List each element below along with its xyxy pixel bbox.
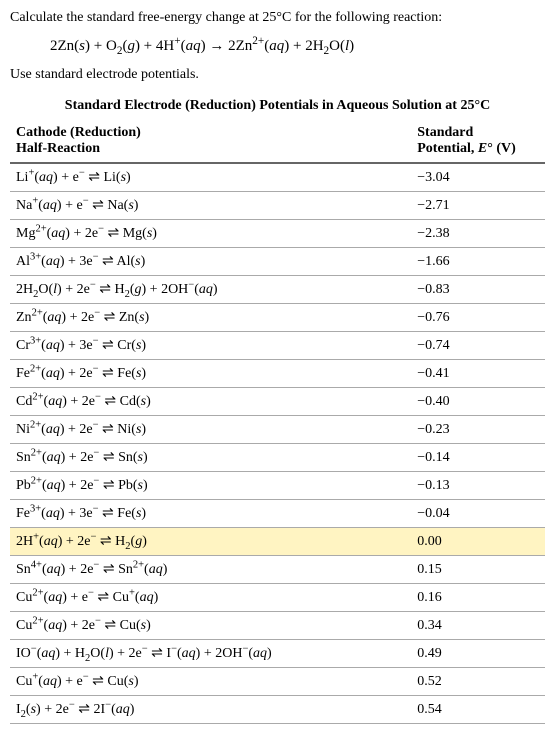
potential-cell: −0.83	[411, 276, 545, 304]
reaction-cell: Cu+(aq) + e− ⇌ Cu(s)	[10, 668, 411, 696]
potential-cell: −0.14	[411, 444, 545, 472]
potential-cell: 0.00	[411, 528, 545, 556]
reaction-cell: Pb2+(aq) + 2e− ⇌ Pb(s)	[10, 472, 411, 500]
reaction-cell: Zn2+(aq) + 2e− ⇌ Zn(s)	[10, 304, 411, 332]
table-row: Zn2+(aq) + 2e− ⇌ Zn(s)−0.76	[10, 304, 545, 332]
table-row: Cu2+(aq) + e− ⇌ Cu+(aq)0.16	[10, 584, 545, 612]
potential-cell: 0.15	[411, 556, 545, 584]
reaction-cell: IO−(aq) + H2O(l) + 2e− ⇌ I−(aq) + 2OH−(a…	[10, 640, 411, 668]
reaction-cell: Fe3+(aq) + 3e− ⇌ Fe(s)	[10, 500, 411, 528]
potential-cell: −0.13	[411, 472, 545, 500]
table-row: Mg2+(aq) + 2e− ⇌ Mg(s)−2.38	[10, 220, 545, 248]
header-potential-l2: Potential, E° (V)	[417, 141, 516, 156]
reaction-cell: 2H+(aq) + 2e− ⇌ H2(g)	[10, 528, 411, 556]
table-row: Cr3+(aq) + 3e− ⇌ Cr(s)−0.74	[10, 332, 545, 360]
table-row: I2(s) + 2e− ⇌ 2I−(aq)0.54	[10, 696, 545, 724]
potential-cell: −0.76	[411, 304, 545, 332]
table-row: Na+(aq) + e− ⇌ Na(s)−2.71	[10, 192, 545, 220]
potential-cell: −0.04	[411, 500, 545, 528]
potential-cell: 0.16	[411, 584, 545, 612]
reaction-cell: Cu2+(aq) + 2e− ⇌ Cu(s)	[10, 612, 411, 640]
table-row: Sn2+(aq) + 2e− ⇌ Sn(s)−0.14	[10, 444, 545, 472]
reaction-cell: Sn2+(aq) + 2e− ⇌ Sn(s)	[10, 444, 411, 472]
reaction-cell: Mg2+(aq) + 2e− ⇌ Mg(s)	[10, 220, 411, 248]
table-row: Cd2+(aq) + 2e− ⇌ Cd(s)−0.40	[10, 388, 545, 416]
table-row: Al3+(aq) + 3e− ⇌ Al(s)−1.66	[10, 248, 545, 276]
potential-cell: 0.52	[411, 668, 545, 696]
table-row: 2H2O(l) + 2e− ⇌ H2(g) + 2OH−(aq)−0.83	[10, 276, 545, 304]
question-text-2: Use standard electrode potentials.	[10, 65, 545, 85]
reaction-cell: Cu2+(aq) + e− ⇌ Cu+(aq)	[10, 584, 411, 612]
header-reaction-l2: Half-Reaction	[16, 141, 100, 156]
table-row: Cu2+(aq) + 2e− ⇌ Cu(s)0.34	[10, 612, 545, 640]
electrode-potentials-table: Cathode (Reduction) Half-Reaction Standa…	[10, 120, 545, 724]
reaction-cell: Li+(aq) + e− ⇌ Li(s)	[10, 163, 411, 192]
main-equation: 2Zn(s) + O2(g) + 4H+(aq) → 2Zn2+(aq) + 2…	[50, 38, 545, 55]
reaction-cell: Al3+(aq) + 3e− ⇌ Al(s)	[10, 248, 411, 276]
table-row: Sn4+(aq) + 2e− ⇌ Sn2+(aq)0.15	[10, 556, 545, 584]
potential-cell: −0.74	[411, 332, 545, 360]
potential-cell: 0.54	[411, 696, 545, 724]
potential-cell: 0.34	[411, 612, 545, 640]
table-row: IO−(aq) + H2O(l) + 2e− ⇌ I−(aq) + 2OH−(a…	[10, 640, 545, 668]
table-row: Ni2+(aq) + 2e− ⇌ Ni(s)−0.23	[10, 416, 545, 444]
reaction-cell: Sn4+(aq) + 2e− ⇌ Sn2+(aq)	[10, 556, 411, 584]
table-row: Pb2+(aq) + 2e− ⇌ Pb(s)−0.13	[10, 472, 545, 500]
potential-cell: −2.38	[411, 220, 545, 248]
question-text-1: Calculate the standard free-energy chang…	[10, 8, 545, 28]
reaction-cell: Fe2+(aq) + 2e− ⇌ Fe(s)	[10, 360, 411, 388]
header-reaction-l1: Cathode (Reduction)	[16, 125, 141, 140]
potential-cell: −0.40	[411, 388, 545, 416]
potential-cell: −2.71	[411, 192, 545, 220]
potential-cell: −0.23	[411, 416, 545, 444]
table-header-row: Cathode (Reduction) Half-Reaction Standa…	[10, 120, 545, 163]
header-potential: Standard Potential, E° (V)	[411, 120, 545, 163]
table-row: Fe3+(aq) + 3e− ⇌ Fe(s)−0.04	[10, 500, 545, 528]
potential-cell: −0.41	[411, 360, 545, 388]
reaction-cell: Na+(aq) + e− ⇌ Na(s)	[10, 192, 411, 220]
table-row: 2H+(aq) + 2e− ⇌ H2(g)0.00	[10, 528, 545, 556]
potential-cell: −1.66	[411, 248, 545, 276]
reaction-cell: Ni2+(aq) + 2e− ⇌ Ni(s)	[10, 416, 411, 444]
table-row: Fe2+(aq) + 2e− ⇌ Fe(s)−0.41	[10, 360, 545, 388]
reaction-cell: Cd2+(aq) + 2e− ⇌ Cd(s)	[10, 388, 411, 416]
header-reaction: Cathode (Reduction) Half-Reaction	[10, 120, 411, 163]
reaction-cell: Cr3+(aq) + 3e− ⇌ Cr(s)	[10, 332, 411, 360]
table-title: Standard Electrode (Reduction) Potential…	[10, 98, 545, 114]
header-potential-l1: Standard	[417, 125, 473, 140]
potential-cell: 0.49	[411, 640, 545, 668]
reaction-cell: I2(s) + 2e− ⇌ 2I−(aq)	[10, 696, 411, 724]
table-row: Cu+(aq) + e− ⇌ Cu(s)0.52	[10, 668, 545, 696]
table-row: Li+(aq) + e− ⇌ Li(s)−3.04	[10, 163, 545, 192]
potential-cell: −3.04	[411, 163, 545, 192]
reaction-cell: 2H2O(l) + 2e− ⇌ H2(g) + 2OH−(aq)	[10, 276, 411, 304]
